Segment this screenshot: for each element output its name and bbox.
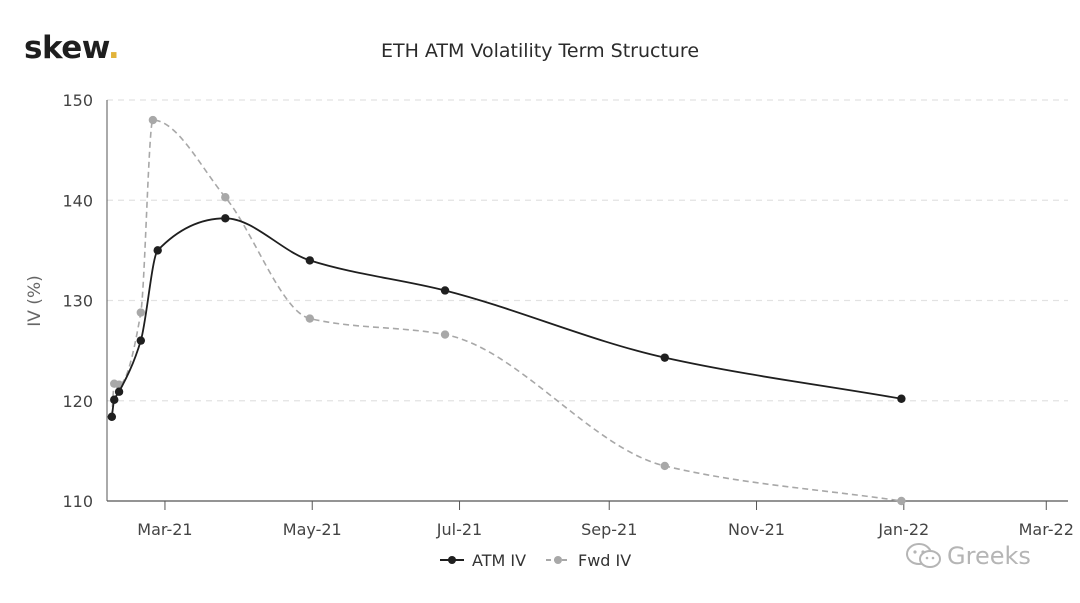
x-tick-label: Nov-21	[728, 520, 785, 539]
y-axis-label: IV (%)	[25, 275, 45, 326]
atm-iv-point	[107, 412, 117, 421]
legend-fwd-iv-label: Fwd IV	[578, 551, 631, 570]
atm-iv-point	[114, 387, 124, 396]
logo-text: skew	[24, 30, 108, 66]
fwd-iv-point	[897, 496, 906, 506]
x-tick-label: Jan-22	[877, 520, 929, 539]
atm-iv-point	[110, 395, 119, 404]
y-tick-label: 110	[62, 492, 93, 511]
atm-iv-point	[660, 353, 669, 362]
atm-iv-point	[221, 214, 230, 223]
atm-iv-point	[305, 256, 315, 265]
watermark-text: Greeks	[947, 542, 1031, 570]
grid-lines	[107, 99, 1068, 402]
y-tick-label: 130	[62, 292, 93, 311]
chart-title: ETH ATM Volatility Term Structure	[380, 40, 700, 62]
fwd-iv-point	[136, 308, 146, 317]
atm-iv-line	[110, 217, 902, 417]
x-tick-label: Sep-21	[581, 520, 637, 539]
wechat-icon	[906, 543, 941, 568]
x-tick-labels: Mar-21 May-21 Jul-21 Sep-21 Nov-21 Jan-22 Mar-…	[137, 520, 1074, 539]
legend[interactable]: ATM IV Fwd IV	[440, 551, 631, 570]
legend-atm-iv-marker	[448, 556, 456, 564]
fwd-iv-point	[440, 330, 450, 339]
y-tick-label: 150	[62, 91, 93, 110]
x-tick-label: May-21	[283, 520, 342, 539]
x-tick-label: Mar-21	[137, 520, 192, 539]
atm-iv-point	[153, 246, 162, 255]
fwd-iv-point	[305, 314, 315, 323]
series-lines	[107, 115, 906, 506]
fwd-iv-line	[111, 119, 902, 502]
fwd-iv-point	[148, 115, 158, 125]
watermark: Greeks	[905, 542, 1031, 570]
y-tick-label: 120	[62, 392, 93, 411]
atm-iv-point	[440, 286, 450, 295]
logo-dot: .	[107, 30, 120, 66]
x-tick-label: Mar-22	[1019, 520, 1074, 539]
atm-iv-point	[897, 394, 906, 403]
y-tick-labels: 110 120 130 140 150	[62, 91, 93, 511]
axes	[106, 100, 1068, 510]
y-tick-label: 140	[62, 191, 93, 210]
x-tick-label: Jul-21	[436, 520, 482, 539]
skew-logo: skew.	[24, 30, 120, 66]
fwd-iv-point	[660, 461, 669, 471]
fwd-iv-point	[221, 193, 230, 202]
legend-fwd-iv-marker	[554, 556, 562, 564]
legend-atm-iv-label: ATM IV	[472, 551, 526, 570]
atm-iv-point	[136, 336, 146, 345]
